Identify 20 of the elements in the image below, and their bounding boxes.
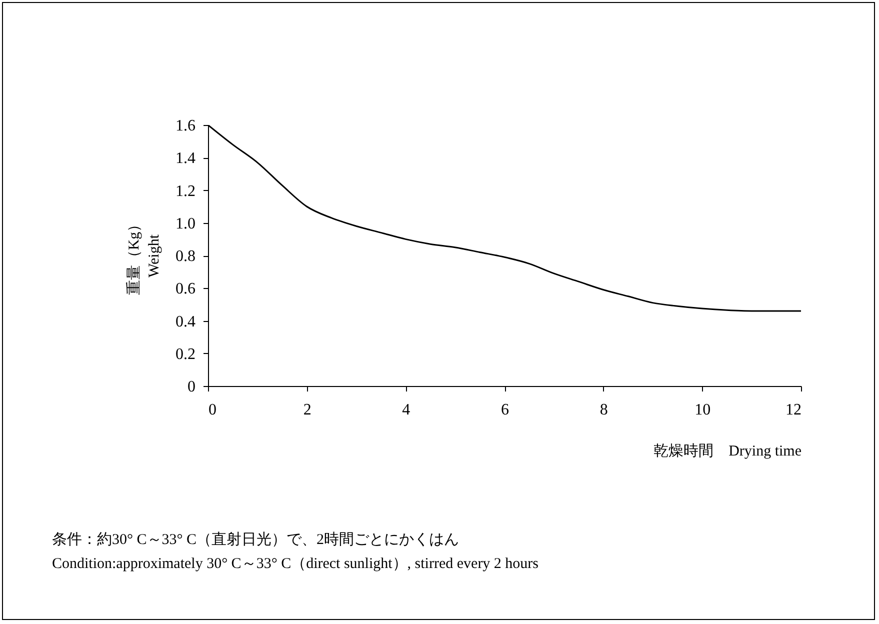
y-tick-label: 1.0 bbox=[176, 215, 196, 232]
y-tick-label: 0.6 bbox=[176, 280, 196, 298]
x-tick-label: 0 bbox=[208, 402, 216, 418]
x-tick-label: 4 bbox=[402, 402, 410, 418]
text: 条件：約30° C～33° C（直射日光）で、2時間ごとにかくはん bbox=[52, 530, 460, 550]
y-tick-label: 1.6 bbox=[176, 118, 196, 134]
y-tick-label: 0 bbox=[188, 378, 196, 396]
x-tick-label: 8 bbox=[600, 402, 608, 418]
x-tick-label: 10 bbox=[694, 402, 711, 418]
text: Condition:approximately 30° C～33° C（direct sunlight）, stirred every 2 hours bbox=[52, 555, 539, 574]
y-tick-label: 0.4 bbox=[176, 313, 196, 330]
x-tick-label: 2 bbox=[303, 402, 312, 418]
y-axis-title: 重量（Kg） Weight bbox=[126, 216, 162, 296]
x-axis-title: 乾燥時間 Drying time bbox=[654, 442, 802, 460]
y-tick-label: 1.2 bbox=[176, 182, 196, 200]
y-tick-label: 0.8 bbox=[176, 248, 196, 265]
x-tick-label: 6 bbox=[501, 402, 509, 418]
y-tick-label: 1.4 bbox=[176, 150, 196, 168]
x-tick-label: 12 bbox=[786, 402, 802, 418]
y-tick-label: 0.2 bbox=[176, 346, 196, 363]
